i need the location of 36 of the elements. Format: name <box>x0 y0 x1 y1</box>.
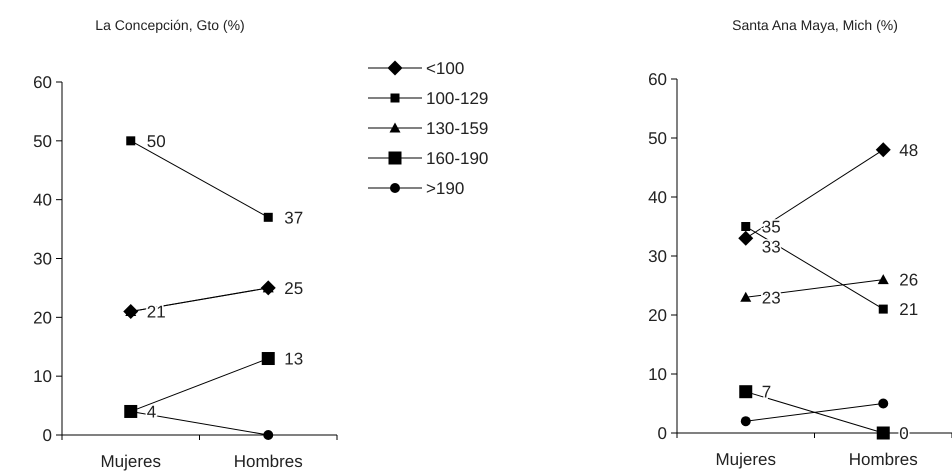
chart-title: Santa Ana Maya, Mich (%) <box>732 17 898 33</box>
y-tick-label: 40 <box>648 188 667 207</box>
data-label: 26 <box>899 270 918 290</box>
y-tick-label: 10 <box>33 367 52 386</box>
data-label: 50 <box>146 132 166 151</box>
y-tick-label: 20 <box>33 308 52 328</box>
data-label: 35 <box>762 217 781 236</box>
y-tick-label: 0 <box>42 426 52 445</box>
data-label: 48 <box>899 140 918 160</box>
x-tick-label: Mujeres <box>100 452 161 471</box>
data-label: 33 <box>762 237 781 256</box>
y-tick-label: 50 <box>648 128 667 148</box>
x-tick-label: Hombres <box>848 450 918 469</box>
x-tick-label: Mujeres <box>716 450 776 469</box>
x-tick-label: Hombres <box>234 452 303 471</box>
legend-label: >190 <box>426 178 464 198</box>
y-tick-label: 20 <box>648 306 667 325</box>
y-tick-label: 30 <box>648 246 667 266</box>
data-label: 21 <box>899 300 918 320</box>
legend-label: 100-129 <box>426 88 488 108</box>
data-label: 13 <box>284 349 304 368</box>
y-tick-label: 0 <box>658 424 667 443</box>
y-tick-label: 10 <box>648 364 667 384</box>
data-label: 21 <box>146 302 166 322</box>
legend-label: 160-190 <box>426 148 488 168</box>
legend-label: 130-159 <box>426 118 488 138</box>
y-tick-label: 40 <box>33 190 52 210</box>
legend-label: <100 <box>426 58 464 78</box>
y-tick-label: 60 <box>648 70 667 89</box>
data-label: 7 <box>762 382 772 402</box>
data-label: 25 <box>284 278 304 298</box>
y-tick-label: 60 <box>33 72 52 92</box>
chart-title: La Concepción, Gto (%) <box>95 17 245 33</box>
y-tick-label: 30 <box>33 249 52 268</box>
y-tick-label: 50 <box>33 132 52 151</box>
data-label: 37 <box>284 208 304 228</box>
